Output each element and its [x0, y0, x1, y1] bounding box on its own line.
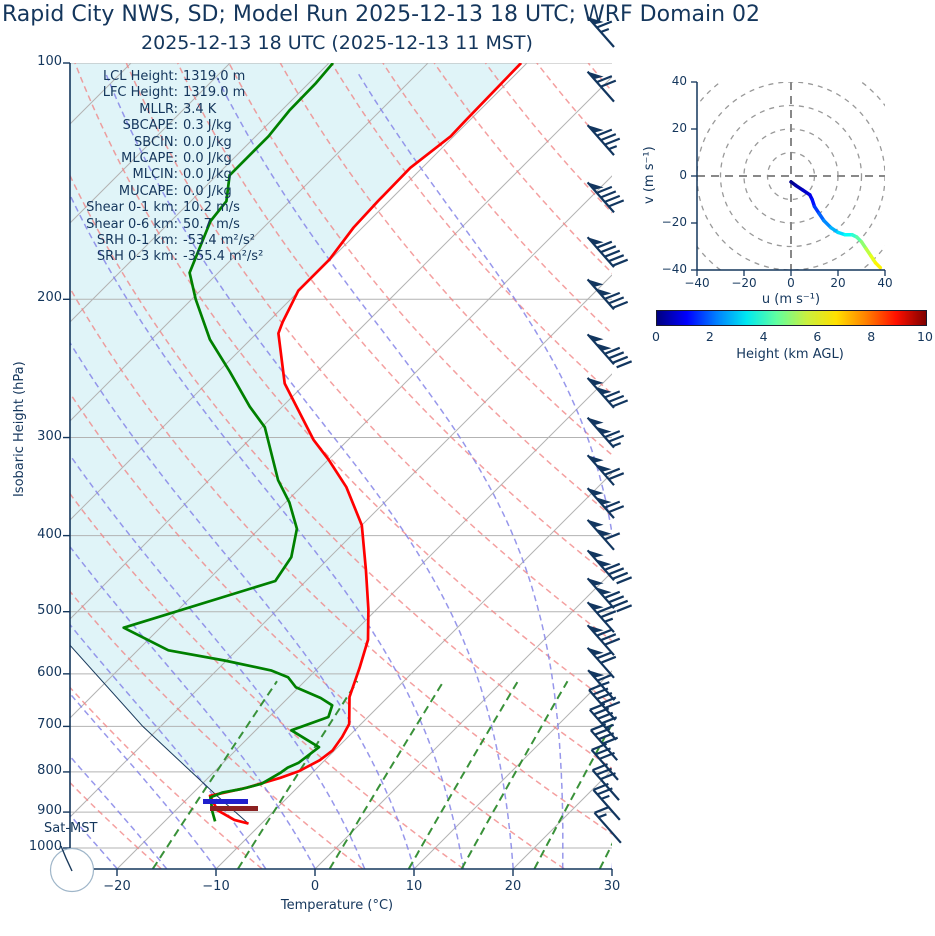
stat-label: MLCIN:: [132, 167, 178, 183]
hodograph-v-tick-label: −20: [661, 215, 687, 229]
stat-label: SRH 0-3 km:: [96, 249, 178, 265]
stat-label: SBCAPE:: [122, 118, 178, 134]
stat-row: MLCAPE: 0.0 J/kg: [60, 151, 263, 167]
stat-label: Shear 0-6 km:: [86, 216, 178, 232]
stat-label: MUCAPE:: [118, 183, 178, 199]
stat-value: 0.0 J/kg: [183, 134, 232, 150]
pressure-tick-label: 700: [37, 717, 62, 733]
pressure-tick-label: 1000: [28, 839, 62, 854]
valid-time-subtitle: 2025-12-13 18 UTC (2025-12-13 11 MST): [141, 32, 533, 54]
stat-label: MLLR:: [139, 101, 178, 117]
stat-value: -355.4 m²/s²: [183, 249, 264, 265]
colorbar-tick-label: 0: [652, 329, 660, 344]
lfc-bar: [210, 806, 258, 811]
page-title: Rapid City NWS, SD; Model Run 2025-12-13…: [2, 2, 761, 27]
pressure-tick-label: 400: [37, 526, 62, 542]
stat-value: -53.4 m²/s²: [183, 233, 256, 249]
stat-value: 0.0 J/kg: [183, 167, 232, 183]
pressure-axis-label: Isobaric Height (hPa): [11, 361, 27, 498]
surface-wind-circle: [49, 845, 95, 893]
colorbar-tick-label: 6: [813, 329, 822, 344]
stat-row: SBCAPE: 0.3 J/kg: [60, 118, 263, 134]
stat-row: LFC Height: 1319.0 m: [60, 85, 263, 101]
stat-value: 0.3 J/kg: [183, 118, 232, 134]
stat-row: MLCIN: 0.0 J/kg: [60, 167, 263, 183]
stat-row: Shear 0-1 km: 10.2 m/s: [60, 200, 263, 216]
temperature-tick-label: 20: [504, 879, 522, 894]
hodograph-v-tick-label: 40: [671, 74, 687, 88]
pressure-tick-label: 500: [37, 602, 62, 618]
hodograph-trace: [789, 180, 883, 270]
temperature-tick-label: 0: [310, 879, 320, 894]
colorbar-tick-label: 4: [759, 329, 768, 344]
pressure-tick-label: 200: [37, 290, 62, 306]
hodograph-v-tick-label: 0: [679, 168, 687, 182]
stat-value: 1319.0 m: [183, 85, 246, 101]
cin-shading: [70, 63, 522, 796]
surface-wind-staff: [60, 845, 73, 872]
stat-label: LFC Height:: [102, 85, 178, 101]
hodograph-u-tick-label: 20: [830, 276, 846, 290]
hodograph-u-axis-label: u (m s⁻¹): [761, 292, 821, 307]
hodograph: [691, 81, 886, 276]
surface-time-label: Sat-MST: [44, 821, 98, 836]
skewt-foreground: [49, 62, 613, 893]
hodograph-u-tick-label: −20: [731, 276, 757, 290]
hodograph-u-tick-label: 40: [877, 276, 893, 290]
colorbar-tick-label: 8: [867, 329, 876, 344]
stat-row: MLLR: 3.4 K: [60, 102, 263, 118]
stat-value: 0.0 J/kg: [183, 151, 232, 167]
stat-row: MUCAPE: 0.0 J/kg: [60, 184, 263, 200]
wind-barbs: [586, 16, 633, 844]
pressure-tick-label: 900: [37, 803, 62, 819]
hodograph-u-tick-label: −40: [684, 276, 710, 290]
stat-value: 0.0 J/kg: [183, 183, 232, 199]
stat-row: SRH 0-3 km: -355.4 m²/s²: [60, 249, 263, 265]
pressure-tick-label: 800: [37, 762, 62, 778]
pressure-tick-label: 300: [37, 428, 62, 444]
sounding-profiles: [70, 63, 523, 825]
stat-value: 10.2 m/s: [183, 200, 240, 216]
stat-value: 1319.0 m: [183, 69, 246, 84]
temperature-tick-label: 30: [603, 879, 621, 894]
stat-value: 3.4 K: [183, 101, 217, 117]
stat-row: LCL Height: 1319.0 m: [60, 69, 263, 85]
colorbar-label: Height (km AGL): [736, 347, 844, 362]
stat-label: MLCAPE:: [121, 151, 178, 167]
stat-row: Shear 0-6 km: 50.7 m/s: [60, 217, 263, 233]
stat-row: SBCIN: 0.0 J/kg: [60, 135, 263, 151]
stat-value: 50.7 m/s: [183, 216, 240, 232]
sounding-indices-panel: LCL Height: 1319.0 m LFC Height: 1319.0 m ML…: [60, 69, 263, 266]
temperature-tick-label: −10: [202, 879, 230, 894]
stat-label: SBCIN:: [134, 134, 178, 150]
colorbar-tick-label: 2: [705, 329, 714, 344]
stat-label: SRH 0-1 km:: [96, 233, 178, 249]
hodograph-v-tick-label: −40: [661, 262, 687, 276]
pressure-tick-label: 600: [37, 664, 62, 680]
stat-label: Shear 0-1 km:: [86, 200, 178, 216]
stat-row: SRH 0-1 km: -53.4 m²/s²: [60, 233, 263, 249]
stat-label: LCL Height:: [102, 69, 178, 84]
height-colorbar-gradient: [656, 310, 927, 326]
temperature-tick-label: −20: [103, 879, 131, 894]
hodograph-u-tick-label: 0: [787, 276, 795, 290]
temperature-axis-label: Temperature (°C): [280, 898, 394, 913]
dewpoint-curve: [122, 63, 335, 822]
hodograph-v-tick-label: 20: [671, 121, 687, 135]
colorbar-tick-label: 10: [917, 329, 933, 344]
temperature-tick-label: 10: [405, 879, 423, 894]
lcl-bar: [203, 799, 248, 804]
pressure-tick-label: 100: [37, 54, 62, 69]
